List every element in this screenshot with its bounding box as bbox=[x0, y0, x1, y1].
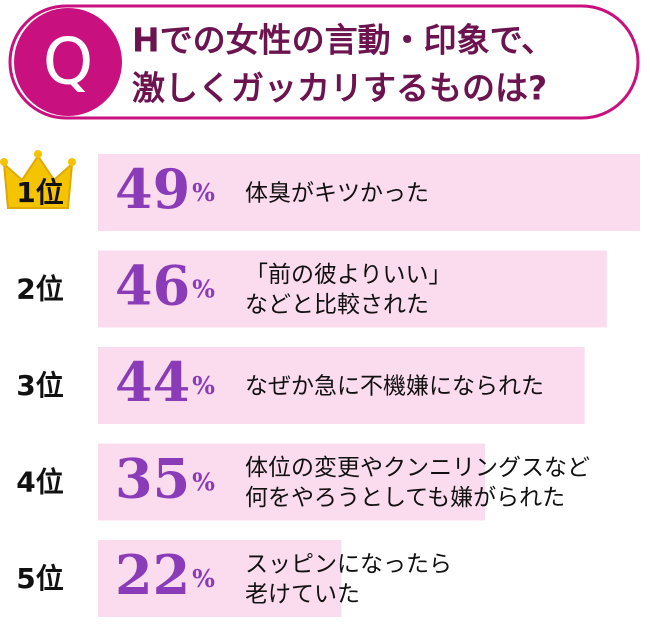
rank: 1位 bbox=[16, 176, 63, 209]
category-label: 「前の彼よりいい」 bbox=[245, 262, 452, 288]
crown-jewel bbox=[0, 158, 8, 166]
category-label: 体臭がキツかった bbox=[245, 181, 429, 207]
rank: 4位 bbox=[16, 466, 63, 499]
bar bbox=[98, 443, 486, 521]
rank: 2位 bbox=[16, 273, 63, 306]
rank: 5位 bbox=[16, 562, 63, 595]
badge: Q bbox=[43, 26, 93, 100]
value-label: 44% bbox=[115, 350, 215, 414]
category-label: なぜか急に不機嫌になられた bbox=[245, 374, 544, 400]
category-label: 何をやろうとしても嫌がられた bbox=[245, 485, 565, 511]
value-label: 49% bbox=[115, 157, 215, 221]
crown-jewel bbox=[68, 158, 76, 166]
bar bbox=[98, 347, 585, 424]
value-label: 46% bbox=[115, 254, 215, 318]
category-label: などと比較された bbox=[245, 292, 429, 318]
crown bbox=[2, 154, 74, 209]
chart-title: 激しくガッカリするものは? bbox=[132, 69, 547, 108]
badge-circle bbox=[14, 8, 122, 116]
value-label: 22% bbox=[115, 543, 215, 607]
category-label: スッピンになったら bbox=[245, 552, 452, 578]
bar bbox=[98, 154, 640, 231]
title-frame bbox=[8, 4, 640, 120]
value-label: 35% bbox=[115, 447, 215, 511]
rank: 3位 bbox=[16, 369, 63, 402]
bar bbox=[98, 540, 342, 617]
category-label: 体位の変更やクンニリングスなど bbox=[245, 455, 590, 481]
category-label: 老けていた bbox=[245, 582, 360, 608]
bar bbox=[98, 250, 607, 328]
crown-jewel bbox=[34, 150, 42, 158]
chart-title: Hでの女性の言動・印象で、 bbox=[132, 21, 554, 60]
